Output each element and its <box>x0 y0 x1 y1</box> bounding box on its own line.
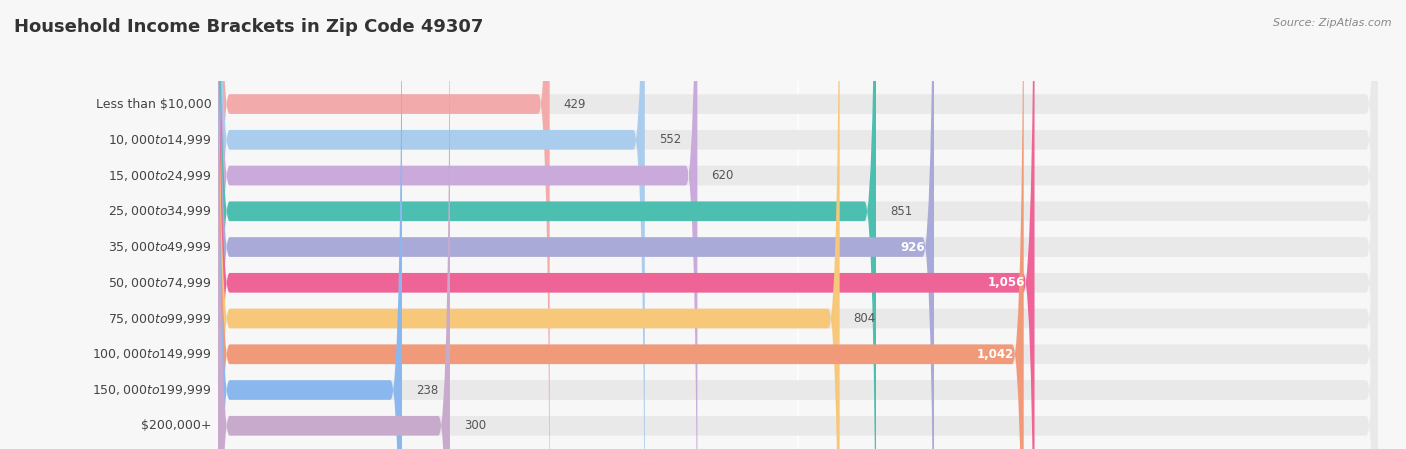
FancyBboxPatch shape <box>218 0 1378 449</box>
FancyBboxPatch shape <box>218 0 1378 449</box>
Text: 300: 300 <box>464 419 486 432</box>
Text: 238: 238 <box>416 383 439 396</box>
Text: $10,000 to $14,999: $10,000 to $14,999 <box>108 133 211 147</box>
Text: $150,000 to $199,999: $150,000 to $199,999 <box>91 383 211 397</box>
Text: Less than $10,000: Less than $10,000 <box>96 97 211 110</box>
FancyBboxPatch shape <box>218 0 697 449</box>
Text: Household Income Brackets in Zip Code 49307: Household Income Brackets in Zip Code 49… <box>14 18 484 36</box>
Text: 620: 620 <box>711 169 734 182</box>
Text: 804: 804 <box>853 312 876 325</box>
FancyBboxPatch shape <box>218 0 1378 449</box>
FancyBboxPatch shape <box>218 0 1378 449</box>
Text: $15,000 to $24,999: $15,000 to $24,999 <box>108 168 211 183</box>
Text: $35,000 to $49,999: $35,000 to $49,999 <box>108 240 211 254</box>
Text: $75,000 to $99,999: $75,000 to $99,999 <box>108 312 211 326</box>
Text: 429: 429 <box>564 97 586 110</box>
Text: 552: 552 <box>658 133 681 146</box>
FancyBboxPatch shape <box>218 0 550 449</box>
FancyBboxPatch shape <box>218 0 645 449</box>
FancyBboxPatch shape <box>218 0 934 449</box>
Text: 1,042: 1,042 <box>977 348 1014 361</box>
Text: Source: ZipAtlas.com: Source: ZipAtlas.com <box>1274 18 1392 28</box>
Text: 926: 926 <box>900 241 925 254</box>
FancyBboxPatch shape <box>218 0 876 449</box>
FancyBboxPatch shape <box>218 0 450 449</box>
FancyBboxPatch shape <box>218 0 1378 449</box>
FancyBboxPatch shape <box>218 0 1378 449</box>
Text: 851: 851 <box>890 205 912 218</box>
FancyBboxPatch shape <box>218 0 1378 449</box>
FancyBboxPatch shape <box>218 0 839 449</box>
Text: $100,000 to $149,999: $100,000 to $149,999 <box>91 347 211 361</box>
FancyBboxPatch shape <box>218 0 1024 449</box>
Text: $50,000 to $74,999: $50,000 to $74,999 <box>108 276 211 290</box>
FancyBboxPatch shape <box>218 0 402 449</box>
Text: $200,000+: $200,000+ <box>141 419 211 432</box>
FancyBboxPatch shape <box>218 0 1035 449</box>
FancyBboxPatch shape <box>218 0 1378 449</box>
Text: $25,000 to $34,999: $25,000 to $34,999 <box>108 204 211 218</box>
FancyBboxPatch shape <box>218 0 1378 449</box>
Text: 1,056: 1,056 <box>988 276 1025 289</box>
FancyBboxPatch shape <box>218 0 1378 449</box>
